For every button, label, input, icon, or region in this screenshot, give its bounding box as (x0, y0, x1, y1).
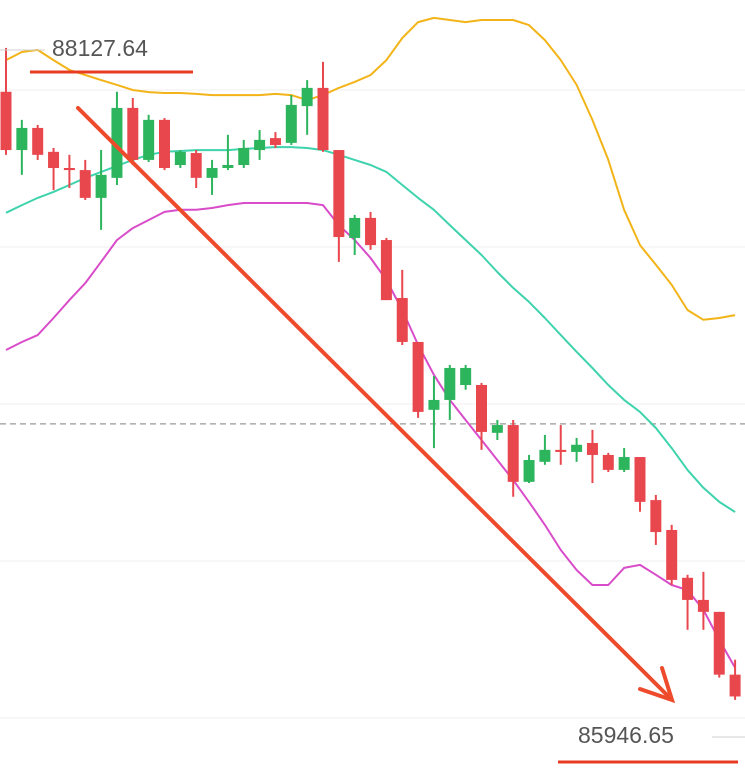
marks (0, 16, 745, 700)
candle-body (143, 119, 155, 160)
indicator-line (5, 146, 736, 513)
candle-body (380, 240, 392, 301)
candle-body (174, 151, 186, 165)
candle-body (111, 107, 123, 178)
candle-body (222, 165, 234, 168)
candle-body (63, 167, 75, 171)
indicator-line (5, 202, 736, 669)
candle-body (618, 457, 630, 470)
candle-body (729, 674, 741, 697)
candle-body (206, 167, 218, 178)
indicator-line (5, 16, 736, 321)
candle-body (396, 298, 408, 342)
candle-body (79, 170, 91, 198)
candle-body (333, 150, 345, 238)
candle-body (254, 139, 266, 151)
candle-body (0, 91, 12, 151)
candle-body (491, 425, 503, 433)
max-label: 88127.64 (52, 35, 148, 61)
candle-body (507, 425, 519, 482)
candle-body (634, 457, 646, 502)
candle-body (460, 367, 472, 385)
candle-body (523, 460, 535, 482)
candle-body (365, 217, 377, 246)
trend-arrow (76, 106, 676, 704)
candle-body (48, 151, 60, 168)
candle-body (713, 611, 725, 675)
candle-body (127, 107, 139, 160)
candle-body (159, 119, 170, 168)
candle-body (269, 138, 281, 145)
arrow-shaft (76, 106, 670, 698)
candle-body (444, 367, 456, 400)
candle-body (682, 577, 694, 600)
candle-body (586, 442, 598, 455)
candle-body (555, 449, 567, 452)
candle-body (476, 385, 487, 432)
candle-body (412, 341, 424, 412)
candle-body (16, 127, 28, 151)
candle-body (602, 454, 614, 470)
candle-body (539, 449, 551, 462)
arrow-head (638, 666, 676, 704)
candle-body (349, 217, 361, 238)
candle-body (697, 599, 709, 612)
candle-body (317, 87, 329, 151)
candle-body (32, 127, 44, 155)
candle-body (238, 147, 250, 165)
candle-body (428, 399, 440, 410)
candle-body (666, 529, 678, 580)
candle-body (285, 104, 297, 143)
candle-body (95, 174, 107, 198)
candle-body (571, 444, 583, 452)
candle-body (650, 500, 662, 533)
candle-body (301, 87, 313, 107)
candle-body (190, 153, 202, 178)
min-label: 85946.65 (578, 722, 674, 748)
